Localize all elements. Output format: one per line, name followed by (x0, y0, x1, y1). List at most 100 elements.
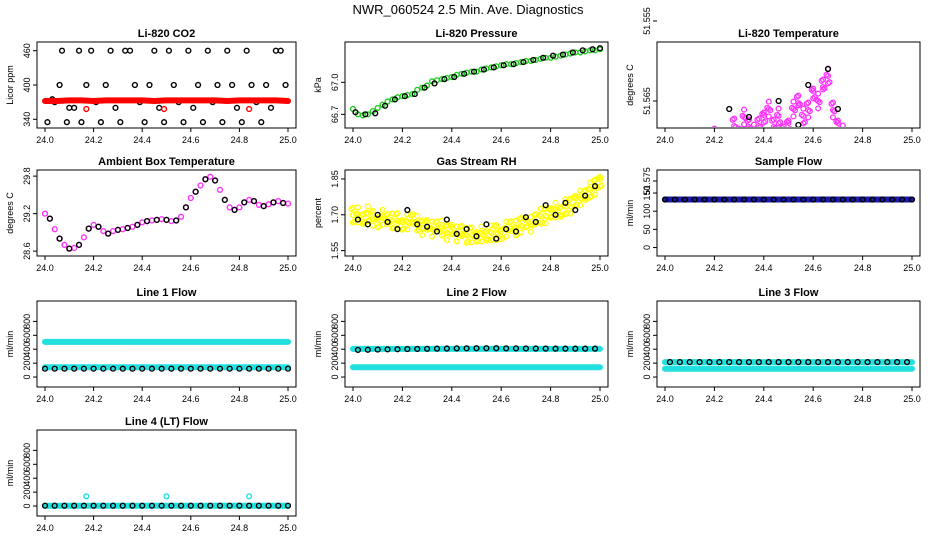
x-tick-label: 24.6 (182, 135, 200, 145)
data-point (109, 365, 117, 372)
plot-frame (36, 169, 297, 257)
data-point (770, 196, 777, 203)
data-point (419, 84, 426, 91)
data-point (910, 169, 915, 174)
data-point (216, 502, 224, 509)
data-point (857, 149, 862, 154)
data-point (806, 108, 813, 115)
data-point (745, 358, 753, 366)
data-point (840, 138, 845, 143)
data-point (889, 196, 896, 203)
data-point (473, 68, 480, 75)
data-point (834, 358, 842, 366)
data-point (354, 346, 362, 354)
data-point (392, 211, 400, 218)
data-point (686, 358, 693, 366)
data-point (238, 119, 245, 126)
data-point (368, 208, 375, 216)
data-point (682, 179, 687, 184)
data-point (374, 224, 381, 231)
data-point (199, 119, 207, 126)
data-point (677, 162, 682, 167)
data-point (216, 365, 224, 372)
data-point (433, 228, 441, 235)
x-tick-label: 25.0 (279, 135, 297, 145)
y-tick-label: 28.6 (22, 242, 32, 260)
data-point (95, 223, 102, 230)
data-point (837, 126, 842, 127)
data-point (839, 196, 846, 203)
data-point (414, 227, 421, 234)
y-tick-label: 1.55 (330, 242, 340, 260)
y-tick-label: 29.2 (22, 205, 32, 223)
data-point (542, 345, 549, 352)
data-point (823, 19, 828, 24)
data-point (790, 98, 797, 105)
data-point (559, 51, 567, 58)
plot-title: Li-820 Pressure (436, 28, 518, 40)
data-point (865, 163, 870, 168)
data-point (880, 164, 885, 169)
data-point (490, 64, 497, 71)
data-point (146, 81, 153, 89)
data-point (737, 129, 742, 134)
y-tick-label: 600 (642, 328, 652, 343)
x-tick-label: 24.2 (706, 263, 724, 273)
data-point (364, 221, 371, 228)
data-point (894, 358, 901, 366)
data-point (783, 133, 788, 138)
data-point (431, 80, 438, 87)
data-point (582, 345, 589, 352)
plot-area (42, 47, 291, 126)
data-point (752, 130, 757, 135)
data-point (885, 153, 890, 158)
data-point (453, 345, 460, 352)
y-tick-label: 200 (22, 356, 32, 371)
plot-area (663, 19, 915, 184)
data-point (522, 216, 529, 224)
data-point (75, 241, 83, 248)
x-tick-label: 24.4 (443, 394, 461, 404)
data-point (905, 171, 910, 176)
data-point (97, 119, 104, 126)
data-point (404, 345, 411, 353)
x-tick-label: 24.4 (133, 394, 151, 404)
plot-area (661, 196, 916, 203)
data-point (834, 119, 841, 127)
data-point (71, 365, 78, 372)
data-point (850, 154, 855, 159)
data-point (864, 161, 869, 166)
data-point (107, 47, 114, 54)
data-point (362, 111, 369, 118)
data-point (170, 81, 177, 89)
data-point (192, 188, 199, 195)
data-point (432, 219, 439, 226)
plot-frame (656, 169, 921, 257)
data-point (884, 358, 891, 366)
data-point (711, 196, 718, 203)
y-axis-label: percent (313, 197, 323, 228)
data-point (158, 502, 165, 509)
data-point (139, 365, 146, 372)
plot-area (41, 338, 292, 372)
data-point (233, 104, 241, 111)
data-point (767, 107, 774, 114)
data-point (158, 365, 165, 372)
data-point (755, 122, 762, 127)
data-point (707, 147, 712, 152)
data-point (722, 149, 727, 154)
y-tick-label: 0 (642, 375, 652, 380)
data-point (803, 100, 810, 107)
data-point (663, 161, 668, 166)
data-point (750, 121, 757, 127)
data-point (755, 358, 762, 366)
data-point (61, 241, 68, 248)
data-point (824, 80, 832, 87)
data-point (860, 153, 865, 158)
y-axis-label: degrees C (5, 192, 15, 234)
data-point (596, 45, 604, 52)
y-tick-label: 460 (22, 43, 32, 58)
data-point (163, 493, 170, 500)
data-point (246, 502, 253, 509)
